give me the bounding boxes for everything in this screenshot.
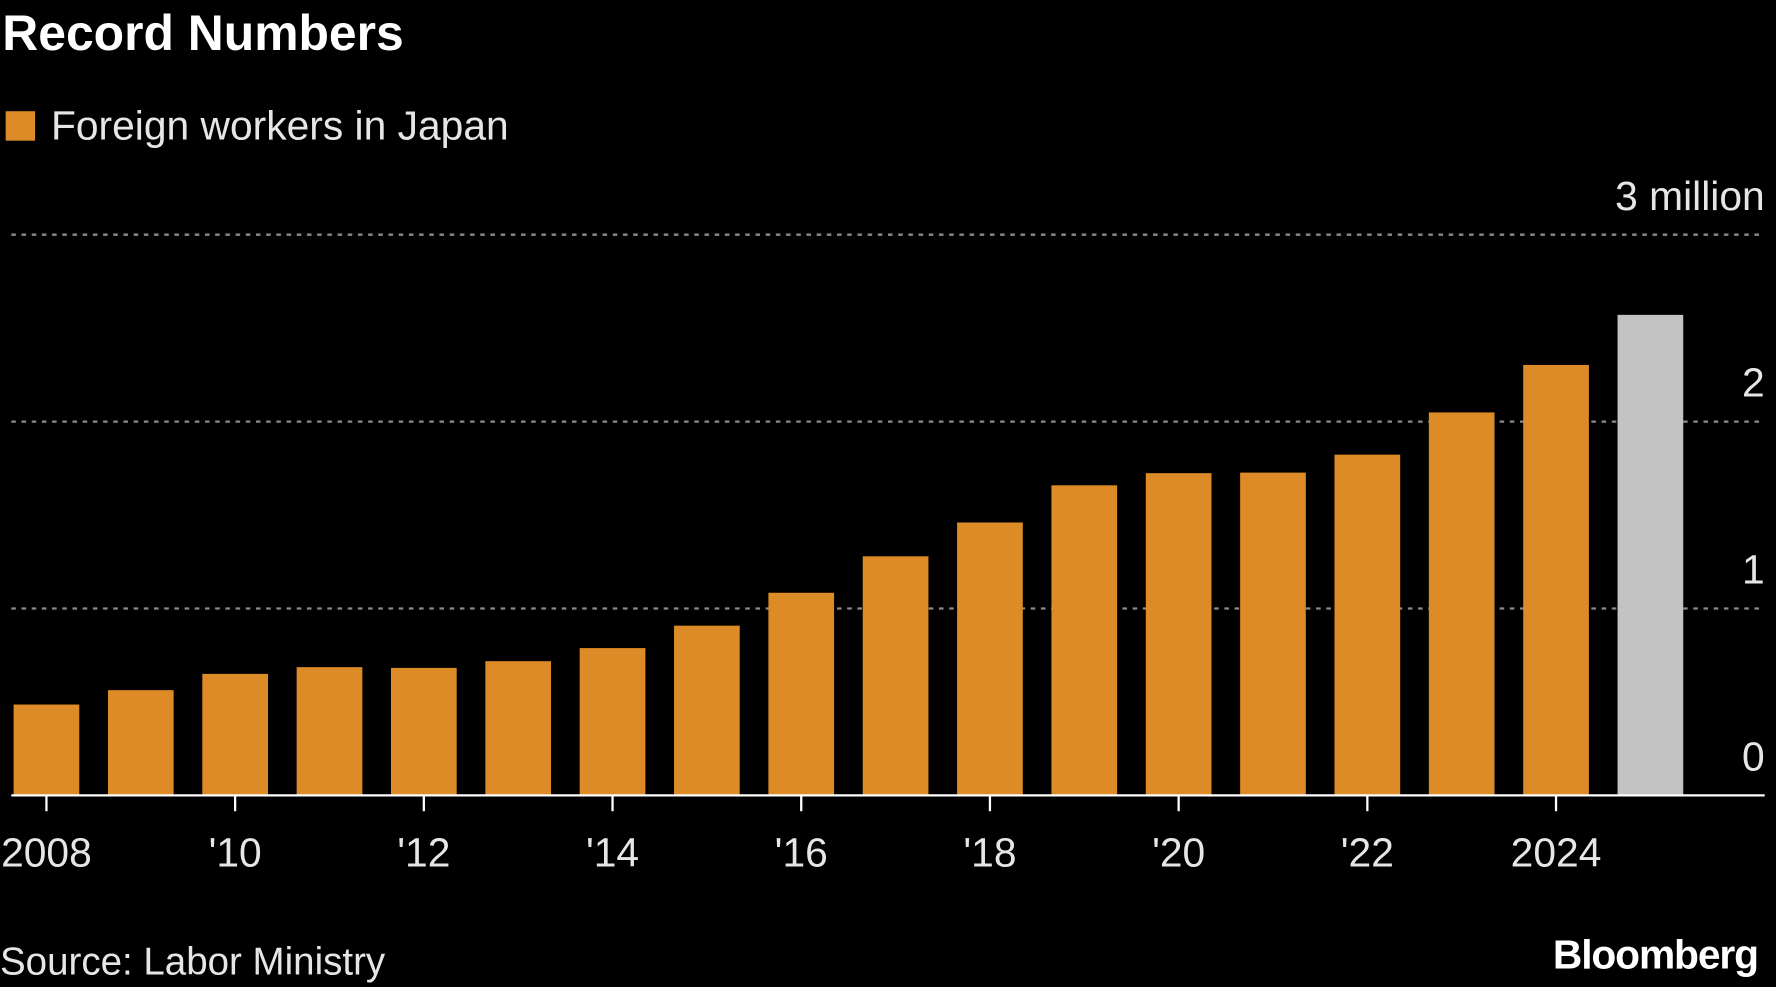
bar-2013 [485, 661, 552, 796]
bloomberg-logo: Bloomberg [1553, 932, 1758, 978]
legend: Foreign workers in Japan [5, 103, 509, 149]
bar-2024 [1523, 364, 1589, 796]
bar-2021 [1240, 472, 1306, 796]
x-tick-label: '10 [209, 830, 262, 876]
x-tick-label: '12 [397, 830, 450, 876]
legend-swatch [5, 111, 36, 141]
bar-2014 [579, 648, 646, 796]
x-tick-label: '20 [1152, 830, 1205, 876]
bar-2025 [1617, 314, 1684, 796]
x-tick-label: '14 [586, 830, 639, 876]
bar-2009 [107, 690, 174, 796]
y-tick-label: 2 [1742, 360, 1765, 406]
bars [13, 314, 1684, 796]
bar-2017 [862, 556, 929, 796]
bar-2018 [957, 522, 1023, 796]
bar-2022 [1334, 454, 1401, 796]
bar-2019 [1051, 485, 1118, 796]
y-tick-label: 1 [1742, 547, 1765, 593]
x-tick-label: 2024 [1511, 830, 1602, 876]
x-axis: 2008 '10 '12 '14 '16 '18 '20 '22 2024 [1, 795, 1602, 876]
bar-2023 [1428, 412, 1495, 796]
y-axis: 0 1 2 3 million [1615, 173, 1765, 780]
bar-2008 [13, 704, 80, 796]
bar-2016 [768, 592, 835, 796]
bar-2020 [1145, 473, 1212, 796]
bar-2015 [674, 625, 740, 796]
x-tick-label: '18 [963, 830, 1016, 876]
x-tick-label: 2008 [1, 830, 92, 876]
bar-2012 [390, 667, 457, 796]
gridlines [11, 233, 1765, 610]
source-note: Source: Labor Ministry [0, 940, 386, 983]
y-tick-label: 0 [1742, 733, 1765, 779]
x-tick-label: '16 [775, 830, 828, 876]
legend-label: Foreign workers in Japan [51, 103, 509, 149]
bar-2011 [296, 667, 363, 796]
x-tick-label: '22 [1341, 830, 1394, 876]
bar-2010 [202, 673, 268, 796]
chart-title: Record Numbers [2, 5, 403, 61]
y-tick-label: 3 million [1615, 173, 1765, 219]
